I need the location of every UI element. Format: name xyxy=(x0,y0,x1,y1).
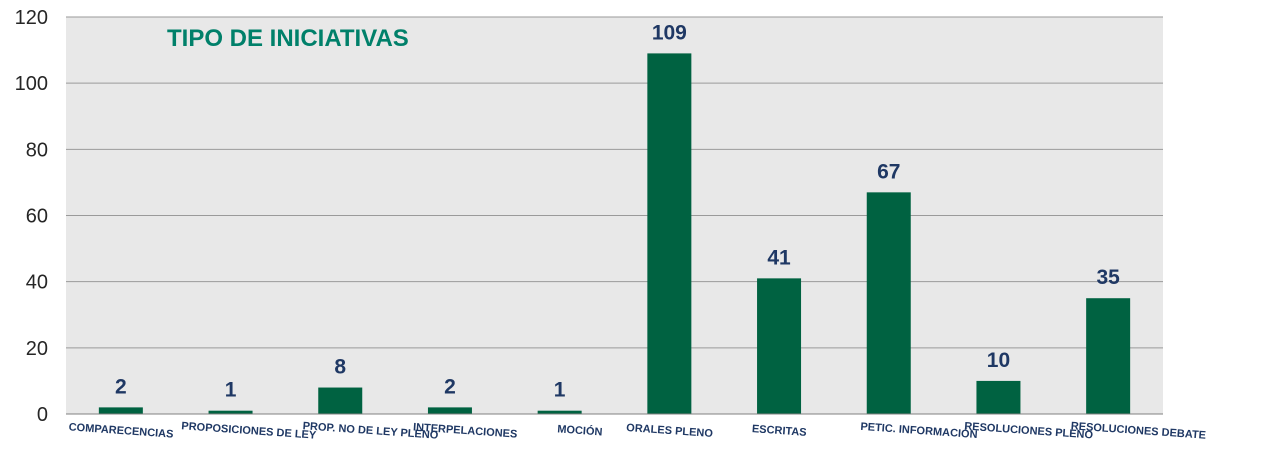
gridlines xyxy=(66,16,1163,349)
x-tick-label: PETIC. INFORMACIÓN xyxy=(860,420,978,441)
data-label: 1 xyxy=(225,379,237,402)
data-label: 2 xyxy=(444,375,456,398)
y-tick-label: 40 xyxy=(26,272,48,294)
bars xyxy=(98,53,1131,415)
data-label: 2 xyxy=(115,375,127,398)
data-label: 67 xyxy=(877,160,900,183)
y-axis-ticks: 0 20 40 60 80 100 120 xyxy=(15,7,48,426)
bar xyxy=(866,192,911,414)
x-tick-label: ESCRITAS xyxy=(752,423,808,439)
bar xyxy=(208,410,253,414)
x-tick-label: PROPOSICIONES DE LEY xyxy=(181,420,317,441)
bar xyxy=(98,407,143,414)
y-tick-label: 0 xyxy=(37,404,48,426)
y-tick-label: 20 xyxy=(26,338,48,360)
data-label: 8 xyxy=(334,356,346,379)
x-tick-label: ORALES PLENO xyxy=(626,422,714,440)
x-tick-label: MOCIÓN xyxy=(557,422,603,438)
y-tick-label: 100 xyxy=(15,73,48,95)
bar xyxy=(976,380,1021,414)
bar xyxy=(318,387,363,414)
bar xyxy=(427,407,472,414)
y-tick-label: 80 xyxy=(26,139,48,161)
data-labels: 2 1 8 2 1 109 41 67 10 35 xyxy=(115,21,1120,401)
chart-title: TIPO DE INICIATIVAS xyxy=(167,25,409,52)
y-tick-label: 120 xyxy=(15,7,48,29)
x-axis-labels: COMPARECENCIAS PROPOSICIONES DE LEYPROP. … xyxy=(68,420,1206,442)
bar xyxy=(757,278,802,414)
y-tick-label: 60 xyxy=(26,206,48,228)
data-label: 1 xyxy=(554,379,566,402)
data-label: 35 xyxy=(1096,266,1120,289)
data-label: 109 xyxy=(652,21,687,44)
bar xyxy=(1086,298,1131,414)
bar xyxy=(537,410,582,414)
x-tick-label: COMPARECENCIAS xyxy=(68,421,174,440)
bar xyxy=(647,53,692,415)
data-label: 10 xyxy=(987,349,1010,372)
data-label: 41 xyxy=(767,246,791,269)
